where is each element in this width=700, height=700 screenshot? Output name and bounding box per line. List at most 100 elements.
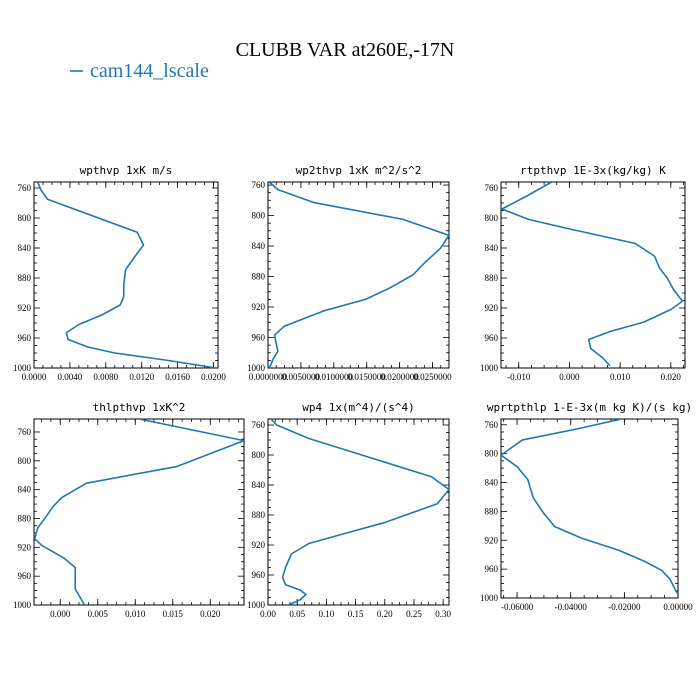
x-tick-label: 0.0100000: [315, 372, 354, 382]
y-tick-label: 760: [252, 180, 266, 190]
y-tick-label: 1000: [247, 363, 266, 373]
y-tick-label: 960: [252, 333, 266, 343]
x-tick-label: 0.15: [348, 609, 364, 619]
y-tick-label: 800: [18, 213, 32, 223]
x-tick-label: 0.20: [377, 609, 393, 619]
y-tick-label: 920: [485, 535, 499, 545]
series-line: [501, 182, 684, 367]
x-tick-label: -0.010: [507, 372, 531, 382]
y-tick-label: 840: [18, 243, 32, 253]
panel-4: thlpthvp 1xK^2 760 800 840 880 920 960 1000 0.00…: [13, 401, 245, 619]
panel-title: rtpthvp 1E-3x(kg/kg) K: [520, 164, 666, 177]
x-tick-label: 0.00: [260, 609, 276, 619]
panel-title: thlpthvp 1xK^2: [93, 401, 186, 414]
y-tick-label: 800: [252, 450, 266, 460]
panel-1: wpthvp 1xK m/s76080084088092096010000.00…: [13, 164, 226, 382]
x-tick-label: 0.0080: [93, 372, 118, 382]
panel-title: wprtpthlp 1-E-3x(m kg K)/(s kg): [487, 401, 692, 414]
x-tick-label: 0.0050000: [282, 372, 321, 382]
y-tick-label: 960: [18, 571, 32, 581]
legend-label: cam144_lscale: [90, 60, 209, 82]
figure-title: CLUBB VAR at260E,-17N: [236, 39, 455, 61]
y-tick-label: 960: [18, 333, 32, 343]
y-tick-label: 880: [485, 506, 499, 516]
x-tick-label: 0.0200000: [381, 372, 420, 382]
x-tick-label: 0.00000: [663, 602, 693, 612]
y-tick-label: 840: [485, 478, 499, 488]
x-tick-label: 0.010: [125, 609, 146, 619]
y-tick-label: 800: [485, 213, 499, 223]
x-tick-label: -0.02000: [608, 602, 641, 612]
x-tick-label: -0.06000: [501, 602, 534, 612]
panel-title: wpthvp 1xK m/s: [80, 164, 173, 177]
panel-2: wp2thvp 1xK m^2/s^2 760 800 840 880 920 960 100…: [247, 164, 452, 382]
x-tick-label: 0.0000000: [249, 372, 288, 382]
y-tick-label: 840: [18, 485, 32, 495]
y-tick-label: 1000: [480, 363, 499, 373]
y-tick-label: 880: [485, 273, 499, 283]
plot-frame: [500, 418, 679, 599]
x-tick-label: 0.0150000: [348, 372, 387, 382]
x-tick-label: 0.25: [406, 609, 422, 619]
series-line: [36, 182, 217, 368]
x-tick-label: 0.020: [661, 372, 682, 382]
x-tick-label: 0.0160: [165, 372, 190, 382]
series-line: [270, 419, 449, 605]
y-tick-label: 760: [485, 420, 499, 430]
y-tick-label: 760: [18, 427, 32, 437]
y-tick-label: 920: [252, 540, 266, 550]
y-tick-label: 840: [485, 243, 499, 253]
x-tick-label: 0.005: [88, 609, 109, 619]
x-tick-label: 0.0200: [201, 372, 226, 382]
plot-frame: [33, 181, 219, 369]
x-tick-label: 0.0040: [58, 372, 83, 382]
y-tick-label: 1000: [13, 600, 32, 610]
y-tick-label: 840: [252, 241, 266, 251]
legend: cam144_lscale: [70, 60, 209, 82]
x-tick-label: 0.0250000: [413, 372, 452, 382]
plot-frame: [267, 418, 450, 606]
y-tick-label: 880: [18, 513, 32, 523]
x-tick-label: 0.0120: [129, 372, 154, 382]
panels: wpthvp 1xK m/s76080084088092096010000.00…: [13, 164, 693, 619]
x-tick-label: 0.05: [289, 609, 305, 619]
plot-frame: [33, 418, 245, 606]
y-tick-label: 920: [485, 303, 499, 313]
x-tick-label: 0.000: [50, 609, 71, 619]
x-tick-label: -0.04000: [555, 602, 588, 612]
x-tick-label: 0.020: [200, 609, 221, 619]
y-tick-label: 960: [485, 564, 499, 574]
y-tick-label: 760: [485, 183, 499, 193]
y-tick-label: 840: [252, 480, 266, 490]
series-line: [501, 419, 678, 595]
x-tick-label: 0.0000: [22, 372, 47, 382]
y-tick-label: 760: [252, 420, 266, 430]
y-tick-label: 920: [252, 302, 266, 312]
panel-3: rtpthvp 1E-3x(kg/kg) K 760 800 840 880 920 960…: [480, 164, 686, 382]
y-tick-label: 880: [18, 273, 32, 283]
y-tick-label: 1000: [13, 363, 32, 373]
x-tick-label: 0.010: [610, 372, 631, 382]
panel-title: wp2thvp 1xK m^2/s^2: [296, 164, 422, 177]
y-tick-label: 880: [252, 272, 266, 282]
panel-5: wp4 1x(m^4)/(s^4)76080084088092096010000…: [247, 401, 452, 619]
y-tick-label: 960: [485, 333, 499, 343]
y-tick-label: 880: [252, 510, 266, 520]
panel-title: wp4 1x(m^4)/(s^4): [302, 401, 415, 414]
series-line: [268, 182, 449, 368]
x-tick-label: 0.015: [163, 609, 184, 619]
x-tick-label: 0.30: [435, 609, 451, 619]
y-tick-label: 800: [485, 449, 499, 459]
y-tick-label: 800: [18, 456, 32, 466]
y-tick-label: 1000: [480, 593, 499, 603]
y-tick-label: 800: [252, 211, 266, 221]
y-tick-label: 1000: [247, 600, 266, 610]
y-tick-label: 920: [18, 542, 32, 552]
series-line: [34, 419, 244, 605]
plot-frame: [267, 181, 450, 369]
y-tick-label: 960: [252, 570, 266, 580]
y-tick-label: 760: [18, 183, 32, 193]
y-tick-label: 920: [18, 303, 32, 313]
x-tick-label: 0.10: [319, 609, 335, 619]
